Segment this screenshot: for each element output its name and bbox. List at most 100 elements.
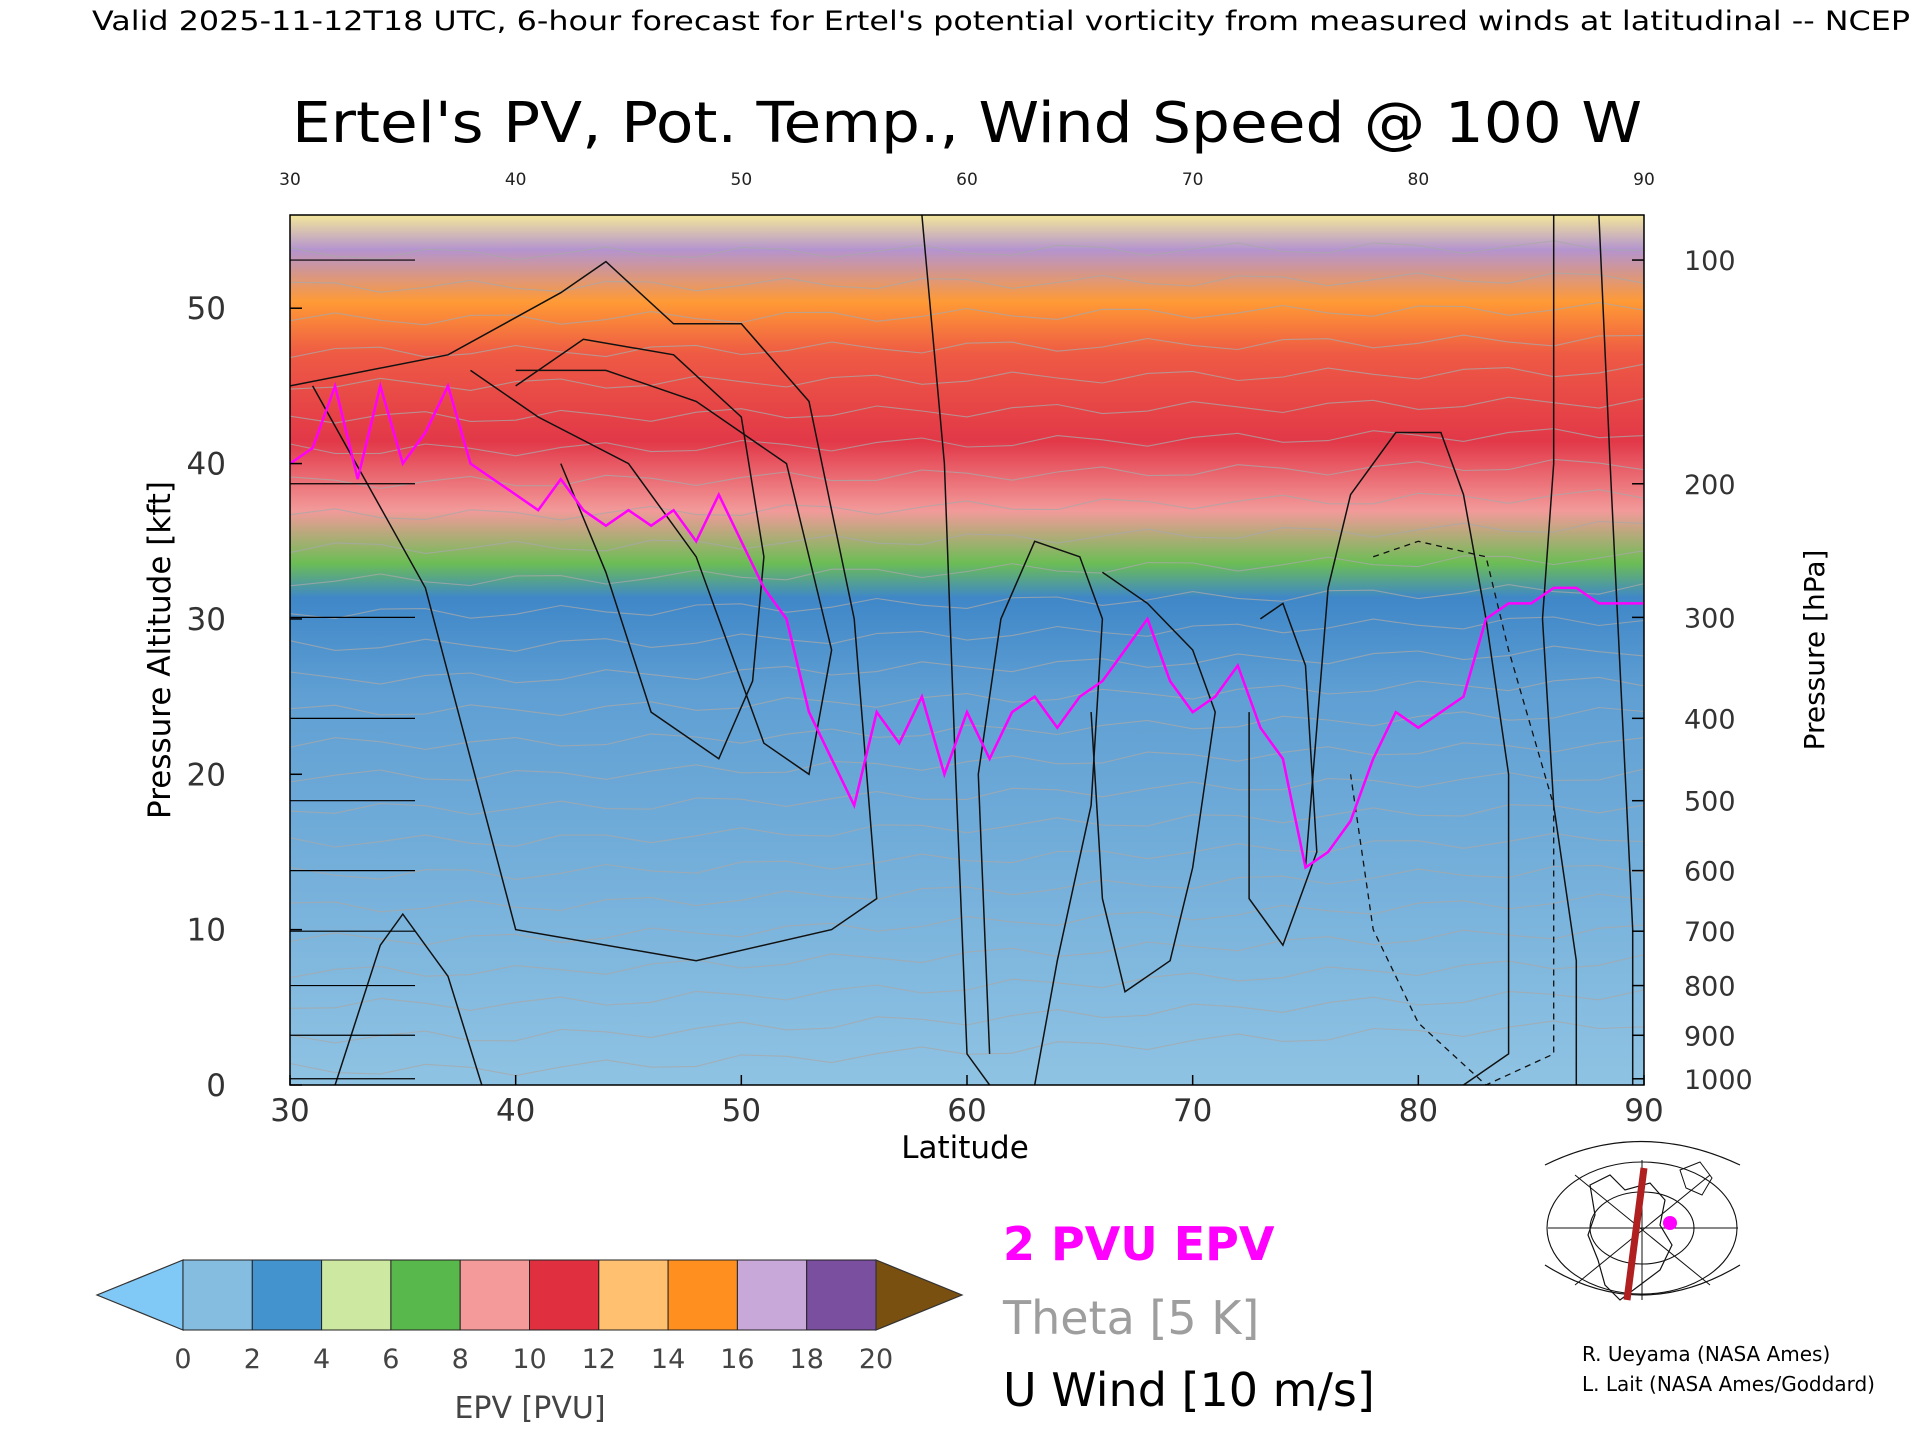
header-text: Valid 2025-11-12T18 UTC, 6-hour forecast… (92, 6, 1910, 37)
pressure-tick-label: 400 (1684, 704, 1736, 735)
colorbar-tick-label: 0 (174, 1344, 191, 1375)
colorbar-segment (321, 1259, 392, 1331)
y2-axis-label: Pressure [hPa] (1798, 550, 1831, 751)
x-axis-top-ticks: 30 40 50 60 70 80 90 (279, 170, 1655, 190)
x-top-tick-label: 50 (731, 170, 753, 190)
colorbar-segment (390, 1259, 461, 1331)
u-wind-contour-line (1304, 431, 1510, 1085)
x-axis-label: Latitude (901, 1130, 1029, 1166)
x-tick-label: 90 (1624, 1093, 1663, 1129)
u-wind-negative-contour-line (1349, 540, 1555, 1085)
y-axis-label: Pressure Altitude [kft] (142, 481, 178, 819)
colorbar-tick-label: 8 (452, 1344, 469, 1375)
theta-contour-line (290, 804, 1644, 848)
colorbar-tick-label: 16 (720, 1344, 754, 1375)
legend-uwind: U Wind [10 m/s] (1003, 1363, 1375, 1417)
pressure-tick-label: 500 (1684, 787, 1736, 818)
theta-contour-line (290, 864, 1644, 913)
colorbar-tick-label: 10 (512, 1344, 546, 1375)
theta-contour-line (290, 520, 1644, 554)
pressure-tick-label: 900 (1684, 1021, 1736, 1052)
credit-line-2: L. Lait (NASA Ames/Goddard) (1582, 1372, 1875, 1396)
colorbar-segment (182, 1259, 253, 1331)
pressure-tick-label: 700 (1684, 917, 1736, 948)
plot-background (290, 215, 1644, 1085)
colorbar-segment (251, 1259, 323, 1331)
colorbar-tick-label: 12 (582, 1344, 616, 1375)
u-wind-contour-line (1248, 602, 1318, 947)
u-wind-contour-line (334, 912, 483, 1085)
u-wind-contours (290, 215, 1634, 1085)
colorbar-segment (736, 1259, 808, 1331)
theta-contour-line (290, 489, 1644, 521)
colorbar-tick-label: 18 (790, 1344, 824, 1375)
y-tick-label: 20 (187, 757, 226, 793)
theta-contour-line (290, 240, 1644, 261)
theta-contour-line (290, 768, 1644, 816)
pressure-tick-label: 100 (1684, 246, 1736, 277)
theta-contour-line (290, 989, 1644, 1044)
theta-contour-line (290, 645, 1644, 685)
location-map (1543, 1141, 1741, 1303)
theta-contour-line (290, 550, 1644, 587)
x-tick-label: 40 (496, 1093, 535, 1129)
theta-contour-line (290, 396, 1644, 424)
theta-contour-line (290, 616, 1644, 652)
u-wind-contour-line (1541, 215, 1578, 1085)
colorbar-segment (459, 1259, 531, 1331)
pressure-tick-label: 200 (1684, 470, 1736, 501)
pressure-axis-ticks: 100 200 300 400 500 600 700 800 900 1000 (1632, 246, 1753, 1096)
theta-contour-line (290, 737, 1644, 783)
theta-contour-line (290, 893, 1644, 946)
colorbar-tick-label: 6 (382, 1344, 399, 1375)
u-wind-contour-line (515, 338, 765, 760)
x-top-tick-label: 60 (956, 170, 978, 190)
theta-contours (290, 240, 1644, 1077)
colorbar-over-arrow (875, 1259, 964, 1331)
y-tick-label: 10 (187, 913, 226, 949)
x-top-tick-label: 70 (1182, 170, 1204, 190)
legend-epv: 2 PVU EPV (1003, 1217, 1275, 1271)
colorbar-tick-label: 14 (651, 1344, 685, 1375)
theta-contour-line (290, 583, 1644, 620)
x-tick-label: 50 (722, 1093, 761, 1129)
colorbar: 0 2 4 6 8 10 12 14 16 18 20 (95, 1259, 964, 1375)
theta-contour-line (290, 706, 1644, 750)
y-tick-label: 50 (187, 291, 226, 327)
u-wind-contour-line (290, 260, 878, 962)
legend-theta: Theta [5 K] (1002, 1291, 1259, 1345)
y-tick-label: 0 (206, 1068, 226, 1104)
theta-contour-line (290, 676, 1644, 717)
pressure-tick-label: 1000 (1684, 1065, 1753, 1096)
u-wind-contour-line (977, 540, 1104, 1085)
x-tick-label: 80 (1399, 1093, 1438, 1129)
colorbar-tick-label: 4 (313, 1344, 330, 1375)
colorbar-label: EPV [PVU] (454, 1391, 605, 1426)
colorbar-segment (529, 1259, 600, 1331)
x-top-tick-label: 30 (279, 170, 301, 190)
colorbar-segment (806, 1259, 877, 1331)
theta-contour-line (290, 458, 1644, 489)
theta-contour-line (290, 832, 1644, 880)
colorbar-tick-label: 20 (859, 1344, 893, 1375)
y-tick-label: 40 (187, 447, 226, 483)
credit-line-1: R. Ueyama (NASA Ames) (1582, 1342, 1830, 1366)
y-tick-label: 30 (187, 602, 226, 638)
x-top-tick-label: 80 (1408, 170, 1430, 190)
theta-contour-line (290, 301, 1644, 326)
colorbar-under-arrow (95, 1259, 184, 1331)
pressure-inner-ticks (290, 259, 415, 1080)
x-top-tick-label: 90 (1633, 170, 1655, 190)
x-tick-label: 30 (270, 1093, 309, 1129)
pressure-tick-label: 600 (1684, 857, 1736, 888)
u-wind-contour-line (1598, 215, 1634, 1085)
plot-area (289, 214, 1645, 1086)
theta-contour-line (290, 272, 1644, 293)
theta-contour-line (290, 363, 1644, 391)
theta-contour-line (290, 924, 1644, 979)
x-top-tick-label: 40 (505, 170, 527, 190)
u-wind-contour-line (1090, 571, 1216, 994)
theta-contour-line (290, 428, 1644, 457)
